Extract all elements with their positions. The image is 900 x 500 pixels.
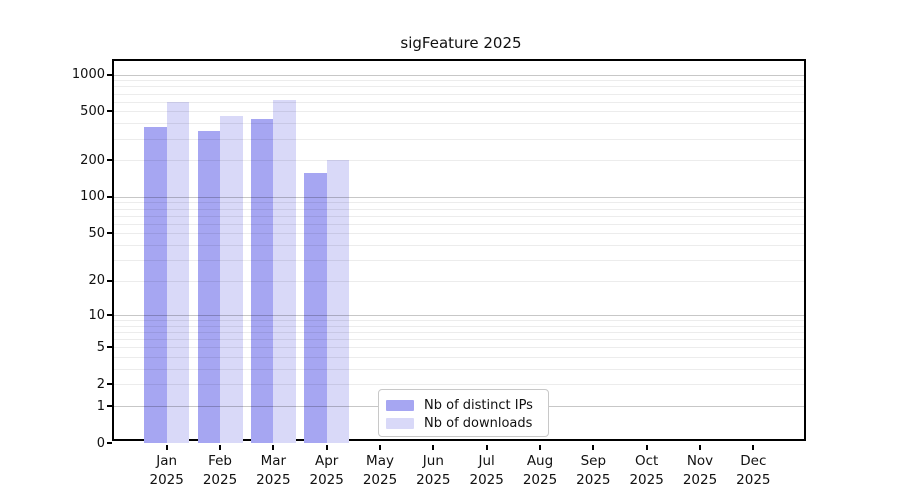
gridline-minor-700: [114, 93, 804, 95]
x-tick-jul: [485, 445, 488, 450]
gridline-minor-500: [114, 111, 804, 113]
y-tick-label-500: 500: [80, 103, 105, 119]
x-tick-apr: [325, 445, 328, 450]
bar-nb-of-distinct-ips-apr: [304, 172, 327, 443]
gridline-minor-800: [114, 86, 804, 88]
y-tick-0: [107, 442, 112, 444]
x-tick-label-sep: Sep 2025: [576, 453, 611, 488]
x-tick-oct: [645, 445, 648, 450]
x-tick-dec: [752, 445, 755, 450]
gridline-minor-30: [114, 259, 804, 261]
grid-layer: [114, 61, 804, 439]
bar-nb-of-downloads-apr: [326, 160, 350, 443]
gridline-minor-90: [114, 202, 804, 204]
bar-nb-of-distinct-ips-mar: [250, 118, 274, 443]
x-tick-label-oct: Oct 2025: [629, 453, 664, 488]
gridline-minor-70: [114, 215, 804, 217]
gridline-minor-5: [114, 347, 804, 349]
bar-nb-of-downloads-jan: [166, 101, 190, 443]
y-tick-label-1: 1: [96, 398, 105, 414]
x-tick-sep: [592, 445, 595, 450]
gridline-minor-300: [114, 138, 804, 140]
y-tick-label-0: 0: [96, 435, 105, 451]
gridline-minor-2: [114, 384, 804, 386]
y-tick-label-200: 200: [80, 152, 105, 168]
x-tick-label-mar: Mar 2025: [256, 453, 291, 488]
x-tick-label-apr: Apr 2025: [309, 453, 344, 488]
y-tick-label-2: 2: [96, 376, 105, 392]
x-tick-jan: [165, 445, 168, 450]
gridline-minor-200: [114, 160, 804, 162]
y-tick-label-100: 100: [80, 189, 105, 205]
gridline-minor-8: [114, 325, 804, 327]
gridline-minor-9: [114, 320, 804, 322]
x-tick-label-aug: Aug 2025: [522, 453, 558, 488]
gridline-minor-3: [114, 369, 804, 371]
gridline-minor-50: [114, 233, 804, 235]
gridline-minor-80: [114, 208, 804, 210]
gridline-minor-900: [114, 80, 804, 82]
x-tick-aug: [539, 445, 541, 450]
chart-title: sigFeature 2025: [400, 34, 522, 52]
gridline-major-10: [114, 315, 804, 317]
x-tick-label-feb: Feb 2025: [202, 453, 238, 488]
legend-swatch-distinct-ips: [386, 399, 414, 411]
y-tick-label-50: 50: [88, 225, 105, 241]
gridline-major-1000: [114, 74, 804, 76]
gridline-major-100: [114, 196, 804, 198]
gridline-minor-400: [114, 123, 804, 125]
bar-nb-of-downloads-feb: [220, 115, 243, 443]
legend-label-distinct-ips: Nb of distinct IPs: [424, 397, 533, 413]
gridline-minor-600: [114, 101, 804, 103]
legend-item-distinct-ips: Nb of distinct IPs: [386, 396, 548, 414]
legend-item-downloads: Nb of downloads: [386, 414, 548, 432]
gridline-minor-4: [114, 357, 804, 359]
legend-label-downloads: Nb of downloads: [424, 415, 533, 431]
gridline-minor-20: [114, 280, 804, 282]
legend: Nb of distinct IPs Nb of downloads: [378, 389, 549, 437]
x-tick-feb: [219, 445, 222, 450]
y-tick-label-5: 5: [96, 339, 105, 355]
x-tick-nov: [699, 445, 701, 450]
x-tick-label-jan: Jan 2025: [149, 453, 184, 488]
bars-layer: [114, 61, 804, 443]
bar-nb-of-distinct-ips-jan: [144, 127, 167, 443]
gridline-minor-40: [114, 244, 804, 246]
x-tick-label-jul: Jul 2025: [469, 453, 504, 488]
x-tick-label-nov: Nov 2025: [682, 453, 718, 488]
gridline-minor-7: [114, 332, 804, 334]
gridline-minor-6: [114, 339, 804, 341]
x-tick-mar: [272, 445, 275, 450]
x-tick-jun: [432, 445, 435, 450]
x-tick-may: [379, 445, 382, 450]
legend-swatch-downloads: [386, 417, 414, 429]
x-tick-label-may: May 2025: [362, 453, 398, 488]
y-tick-label-10: 10: [88, 307, 105, 323]
bar-nb-of-downloads-mar: [273, 99, 296, 443]
x-tick-label-jun: Jun 2025: [416, 453, 451, 488]
bar-nb-of-distinct-ips-feb: [197, 131, 221, 443]
x-tick-label-dec: Dec 2025: [736, 453, 771, 488]
plot-area: [112, 59, 806, 443]
y-tick-label-20: 20: [88, 273, 105, 289]
y-tick-label-1000: 1000: [71, 67, 105, 83]
gridline-minor-60: [114, 223, 804, 225]
